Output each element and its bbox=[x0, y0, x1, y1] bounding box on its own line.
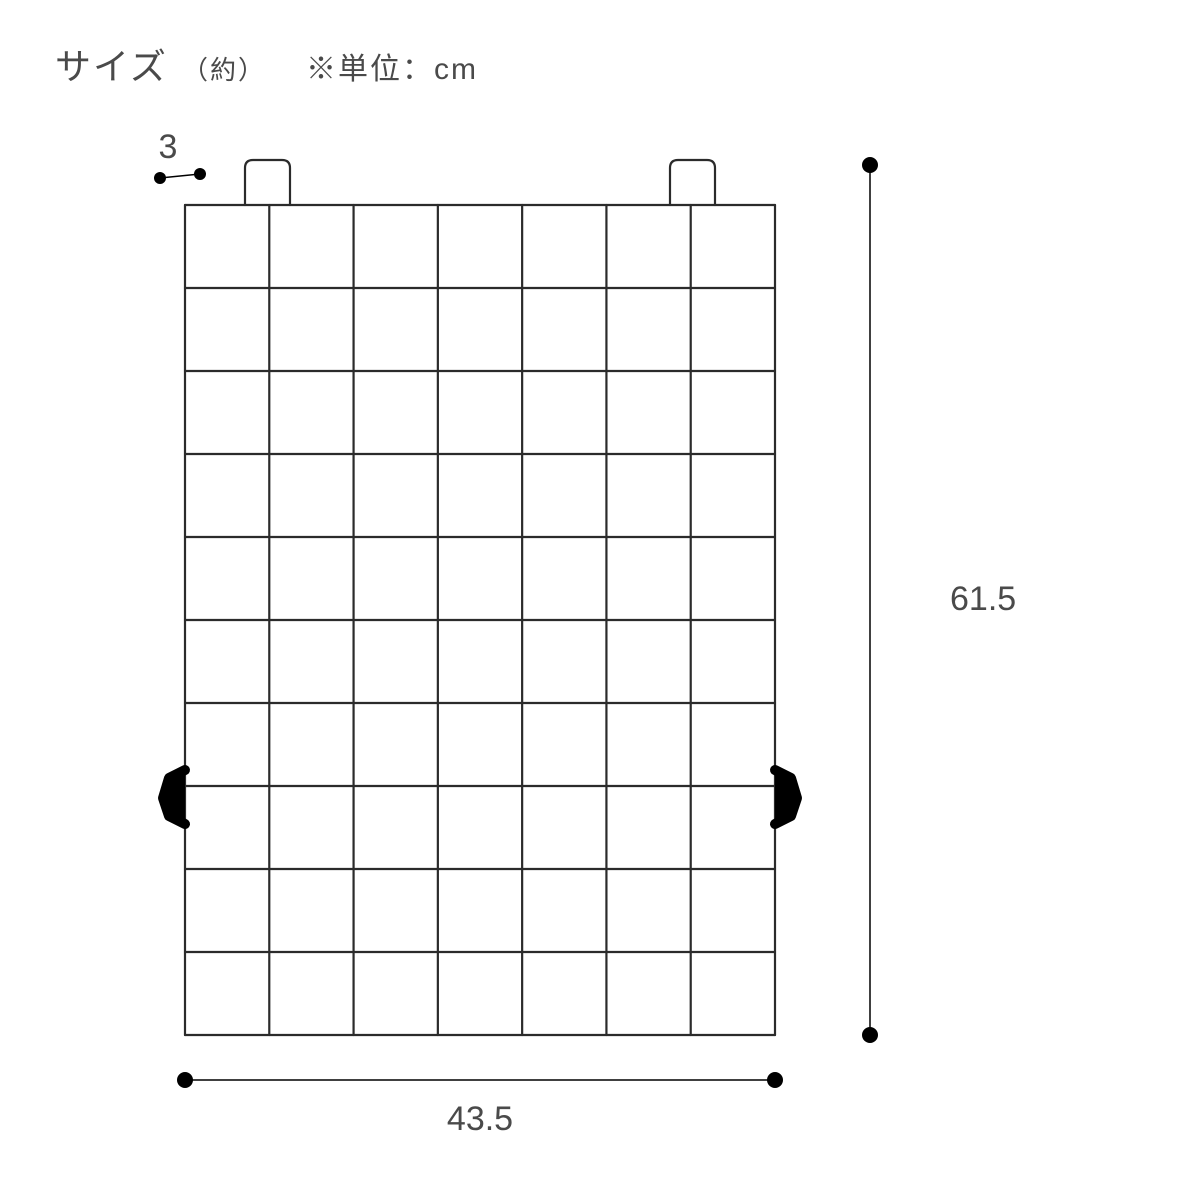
wire-clips bbox=[163, 770, 797, 824]
wire-hooks bbox=[245, 160, 715, 205]
wire-grid bbox=[185, 205, 775, 1035]
width-label: 43.5 bbox=[447, 1100, 513, 1138]
height-label: 61.5 bbox=[950, 580, 1016, 618]
dimension-diagram: 3 61.5 43.5 bbox=[0, 0, 1200, 1200]
dimension-lines bbox=[154, 157, 878, 1088]
diagram-canvas: サイズ （約） ※単位：cm 3 61.5 43.5 bbox=[0, 0, 1200, 1200]
depth-label: 3 bbox=[159, 128, 178, 166]
dimension-labels: 3 61.5 43.5 bbox=[159, 128, 1017, 1138]
